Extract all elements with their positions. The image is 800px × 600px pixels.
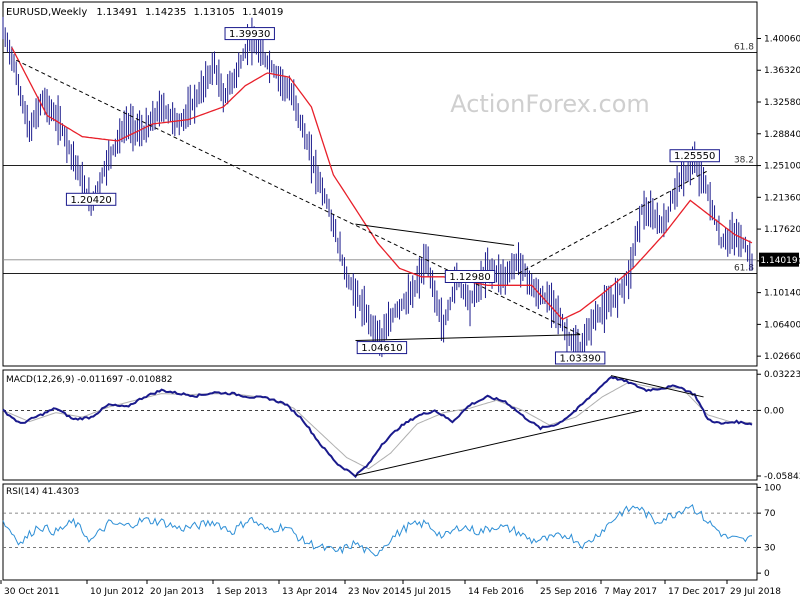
x-tick-label: 23 Nov 2014 <box>348 587 406 597</box>
macd-panel: 0.032235 0.00 -0.058434 <box>2 369 800 482</box>
price-label: 1.25550 <box>674 151 715 162</box>
price-tick-label: 1.17620 <box>764 225 800 235</box>
symbol: EURUSD <box>6 7 48 18</box>
macd-falling-trendline <box>610 375 704 398</box>
x-tick-label: 13 Apr 2014 <box>282 587 338 597</box>
price-tick-label: 1.10140 <box>764 289 800 299</box>
rsi-title: RSI(14) 41.4303 <box>6 487 79 497</box>
fib-level-label: 38.2 <box>734 156 754 166</box>
price-label: 1.39930 <box>229 29 270 40</box>
lower-triangle-line <box>355 334 581 342</box>
x-tick-label: 5 Jul 2015 <box>406 587 451 597</box>
fib-level-label: 61.8 <box>734 43 754 53</box>
price-tick-label: 1.21360 <box>764 193 800 203</box>
rsi-tick-label: 0 <box>764 569 770 579</box>
rsi-frame <box>2 483 758 581</box>
current-price-value: 1.14019 <box>760 256 797 266</box>
x-tick-label: 7 May 2017 <box>604 587 657 597</box>
price-label-box <box>554 351 606 365</box>
macd-tick-label: 0.032235 <box>764 370 800 380</box>
x-tick-label: 20 Jan 2013 <box>150 587 204 597</box>
x-tick-label: 30 Oct 2011 <box>4 587 60 597</box>
price-label: 1.04610 <box>361 343 402 354</box>
price-label-box <box>444 269 496 283</box>
upper-triangle-line <box>355 223 515 246</box>
watermark: ActionForex.com <box>450 90 650 118</box>
price-tick-label: 1.28840 <box>764 130 800 140</box>
rising-trendline <box>518 170 709 274</box>
price-label-box <box>356 341 408 355</box>
price-bars <box>2 16 753 364</box>
low-value: 1.13105 <box>194 7 235 18</box>
macd-frame <box>2 369 758 481</box>
macd-tick-label: -0.058434 <box>764 472 800 482</box>
macd-title: MACD(12,26,9) -0.011697 -0.010882 <box>6 375 172 385</box>
x-tick-label: 14 Feb 2016 <box>468 587 524 597</box>
rsi-tick-label: 70 <box>764 509 776 519</box>
x-axis: 30 Oct 2011 10 Jun 2012 20 Jan 2013 1 Sep 2… <box>0 580 781 597</box>
price-label: 1.03390 <box>559 353 600 364</box>
high-value: 1.14235 <box>145 7 186 18</box>
price-label-box <box>224 27 275 41</box>
price-frame <box>2 1 758 367</box>
macd-line <box>2 376 753 479</box>
price-tick-label: 1.25100 <box>764 162 800 172</box>
price-label: 1.12980 <box>449 272 490 283</box>
open-value: 1.13491 <box>96 7 137 18</box>
close-value: 1.14019 <box>242 7 283 18</box>
rsi-panel: 100 70 30 0 <box>2 483 781 581</box>
chart-header: EURUSD,Weekly 1.13491 1.14235 1.13105 1.… <box>6 7 283 18</box>
macd-tick-label: 0.00 <box>764 406 784 416</box>
current-price-tag <box>759 252 799 267</box>
price-tick-label: 1.36320 <box>764 66 800 76</box>
x-tick-label: 25 Sep 2016 <box>540 587 597 597</box>
fib-level-label: 61.8 <box>734 263 754 273</box>
price-label-box <box>669 149 720 163</box>
x-tick-label: 29 Jul 2018 <box>730 587 781 597</box>
rsi-tick-label: 30 <box>764 543 776 553</box>
x-tick-label: 1 Sep 2013 <box>216 587 267 597</box>
x-tick-label: 17 Dec 2017 <box>668 587 726 597</box>
price-tick-label: 1.06400 <box>764 320 800 330</box>
x-tick-label: 10 Jun 2012 <box>90 587 144 597</box>
moving-average-line <box>11 47 753 321</box>
price-panel: 1.40060 1.36320 1.32580 1.28840 1.25100 1.213… <box>2 1 800 367</box>
price-label-box <box>65 192 117 206</box>
macd-signal-line <box>2 381 753 470</box>
price-label: 1.20420 <box>70 195 111 206</box>
price-tick-label: 1.02660 <box>764 352 800 362</box>
price-tick-label: 1.32580 <box>764 98 800 108</box>
macd-rising-trendline <box>355 409 642 476</box>
rsi-tick-label: 100 <box>764 483 781 493</box>
price-tick-label: 1.40060 <box>764 34 800 44</box>
rsi-line <box>2 504 753 557</box>
timeframe: Weekly <box>51 7 87 18</box>
